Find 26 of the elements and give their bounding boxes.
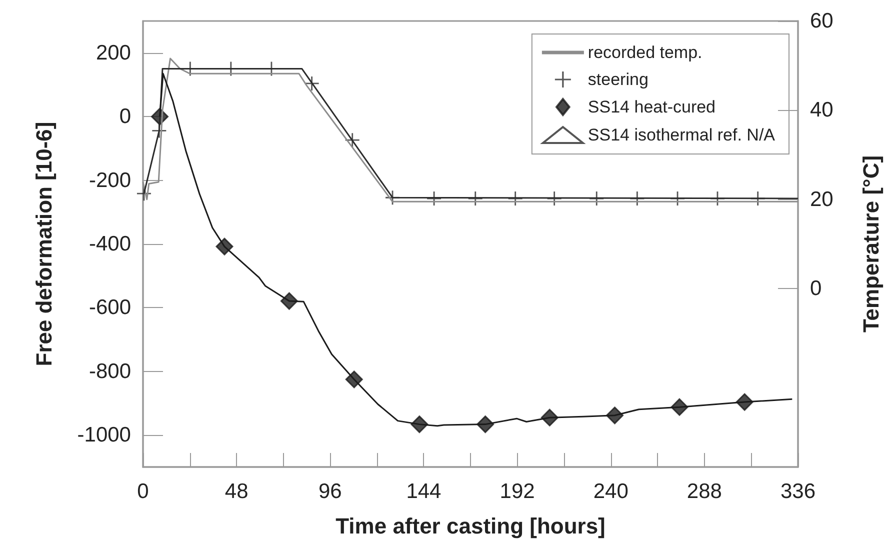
- y2-axis-title: Temperature [°C]: [858, 155, 884, 333]
- legend-label: recorded temp.: [588, 43, 702, 62]
- y2-tick-label: 0: [810, 277, 822, 300]
- x-tick-label: 288: [686, 480, 722, 503]
- y-tick-label: -600: [88, 296, 131, 320]
- y-tick-label: -800: [88, 360, 131, 383]
- x-tick-label: 144: [406, 480, 442, 503]
- y2-tick-label: 60: [810, 10, 834, 32]
- x-tick-label: 336: [780, 480, 816, 503]
- y-tick-label: 200: [96, 41, 131, 64]
- y-tick-label: 0: [119, 105, 131, 128]
- y-tick-label: -400: [88, 232, 131, 256]
- x-tick-label: 0: [137, 480, 149, 503]
- legend-label: steering: [588, 70, 648, 89]
- y2-tick-label: 40: [810, 98, 834, 122]
- y-axis-title: Free deformation [10-6]: [32, 122, 56, 366]
- x-tick-label: 96: [318, 480, 342, 503]
- y-tick-label: -1000: [77, 424, 131, 447]
- y2-tick-label: 20: [810, 188, 834, 211]
- legend-label: SS14 isothermal ref. N/A: [588, 126, 776, 144]
- x-tick-label: 240: [593, 480, 628, 503]
- legend-label: SS14 heat-cured: [588, 98, 716, 116]
- x-axis-title: Time after casting [hours]: [336, 514, 606, 538]
- x-tick-label: 48: [224, 480, 248, 503]
- y-tick-label: -200: [88, 168, 131, 192]
- x-tick-label: 192: [500, 480, 535, 503]
